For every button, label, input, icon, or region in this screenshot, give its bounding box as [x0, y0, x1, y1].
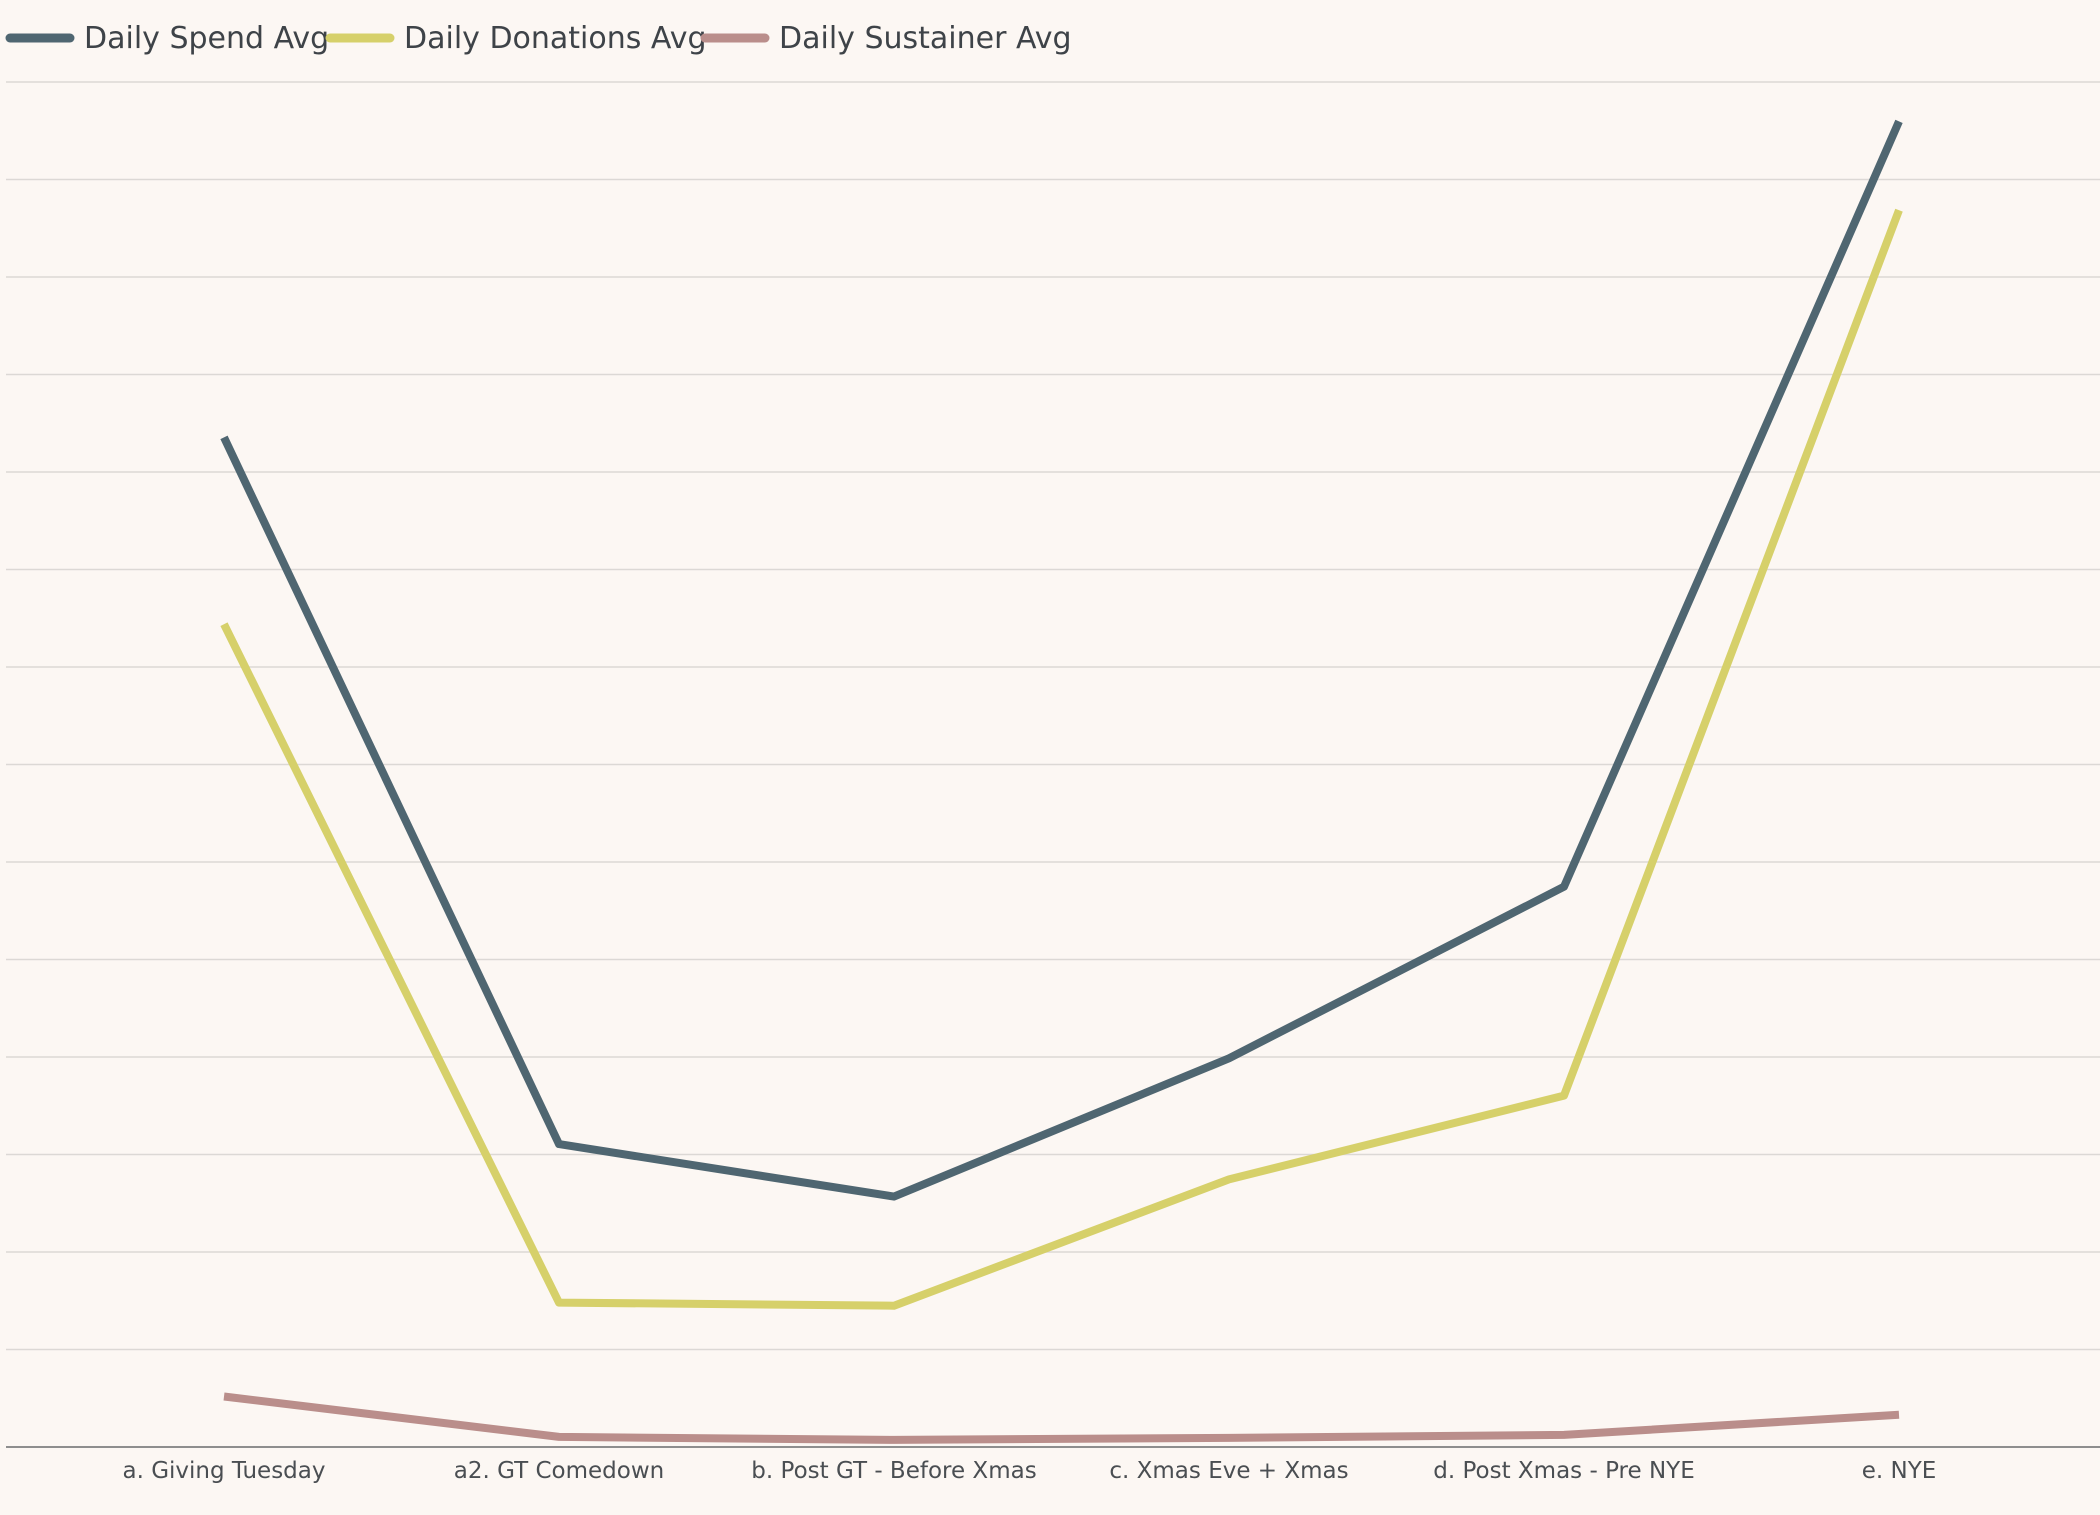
x-axis: a. Giving Tuesday a2. GT Comedown b. Post … [6, 1446, 2100, 1484]
x-tick-label: c. Xmas Eve + Xmas [1109, 1458, 1348, 1484]
series-line-1 [220, 119, 1903, 1201]
legend-label: Daily Spend Avg [84, 21, 329, 56]
x-tick-label: d. Post Xmas - Pre NYE [1433, 1458, 1694, 1484]
legend-item-2: Daily Donations Avg [325, 21, 707, 56]
x-tick-label: a. Giving Tuesday [123, 1458, 326, 1484]
x-tick-label: e. NYE [1862, 1458, 1937, 1484]
gridlines [6, 81, 2100, 1351]
legend-item-3: Daily Sustainer Avg [700, 21, 1072, 56]
series-line-2 [220, 208, 1903, 1310]
legend: Daily Spend Avg Daily Donations Avg Daily … [5, 21, 1072, 56]
legend-item-1: Daily Spend Avg [5, 21, 329, 56]
x-tick-label: a2. GT Comedown [454, 1458, 664, 1484]
x-tick-label: b. Post GT - Before Xmas [751, 1458, 1036, 1484]
series-line-3 [223, 1392, 1900, 1444]
legend-label: Daily Donations Avg [404, 21, 707, 56]
legend-label: Daily Sustainer Avg [779, 21, 1072, 56]
series-lines [220, 119, 1903, 1444]
